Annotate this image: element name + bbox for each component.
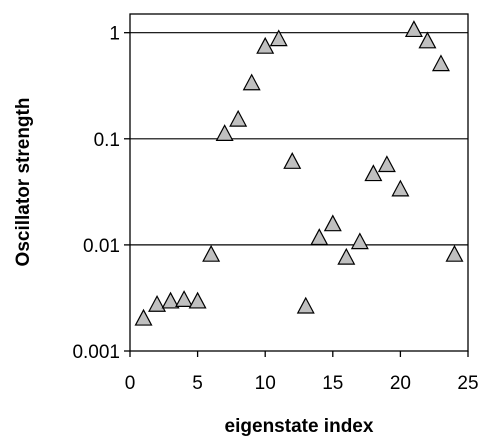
data-point-marker [134,308,153,326]
data-point-marker [161,291,180,309]
plot-frame [129,13,469,352]
data-point-marker [431,54,450,72]
data-point-marker [323,214,342,232]
gridlines [130,32,468,246]
y-tick-label: 0.01 [83,236,120,257]
data-point-marker [391,179,410,197]
data-point-marker [404,20,423,38]
data-point-marker [242,73,261,91]
data-point-marker [337,247,356,265]
x-tick-labels: 0 5 10 15 20 25 [125,373,479,394]
data-point-marker [350,232,369,250]
data-point-marker [148,294,167,312]
x-tick-label: 25 [457,373,478,394]
y-tick-label: 0.001 [72,342,120,363]
data-point-marker [188,291,207,309]
x-tick-label: 10 [255,373,276,394]
data-point-marker [215,124,234,141]
y-tick-label: 0.1 [94,130,120,151]
data-point-marker [229,109,248,127]
data-point-marker [296,296,315,314]
y-axis-title: Oscillator strength [13,98,34,267]
data-point-marker [418,31,437,49]
data-point-marker [269,29,288,47]
x-tick-label: 5 [192,373,203,394]
x-tick-label: 15 [322,373,343,394]
x-tick-label: 20 [390,373,411,394]
data-point-marker [310,228,329,246]
data-point-marker [202,244,221,262]
y-tick-labels: 0.001 0.01 0.1 1 [72,24,120,363]
data-point-marker [364,164,383,182]
data-point-marker [256,36,275,54]
x-axis-title: eigenstate index [225,416,374,437]
data-point-marker [445,244,464,262]
y-tick-label: 1 [109,24,120,45]
x-tick-label: 0 [125,373,136,394]
data-point-marker [283,152,302,169]
axis-ticks [124,32,469,357]
data-point-marker [175,290,194,307]
data-points [134,20,464,326]
data-point-marker [377,155,396,173]
